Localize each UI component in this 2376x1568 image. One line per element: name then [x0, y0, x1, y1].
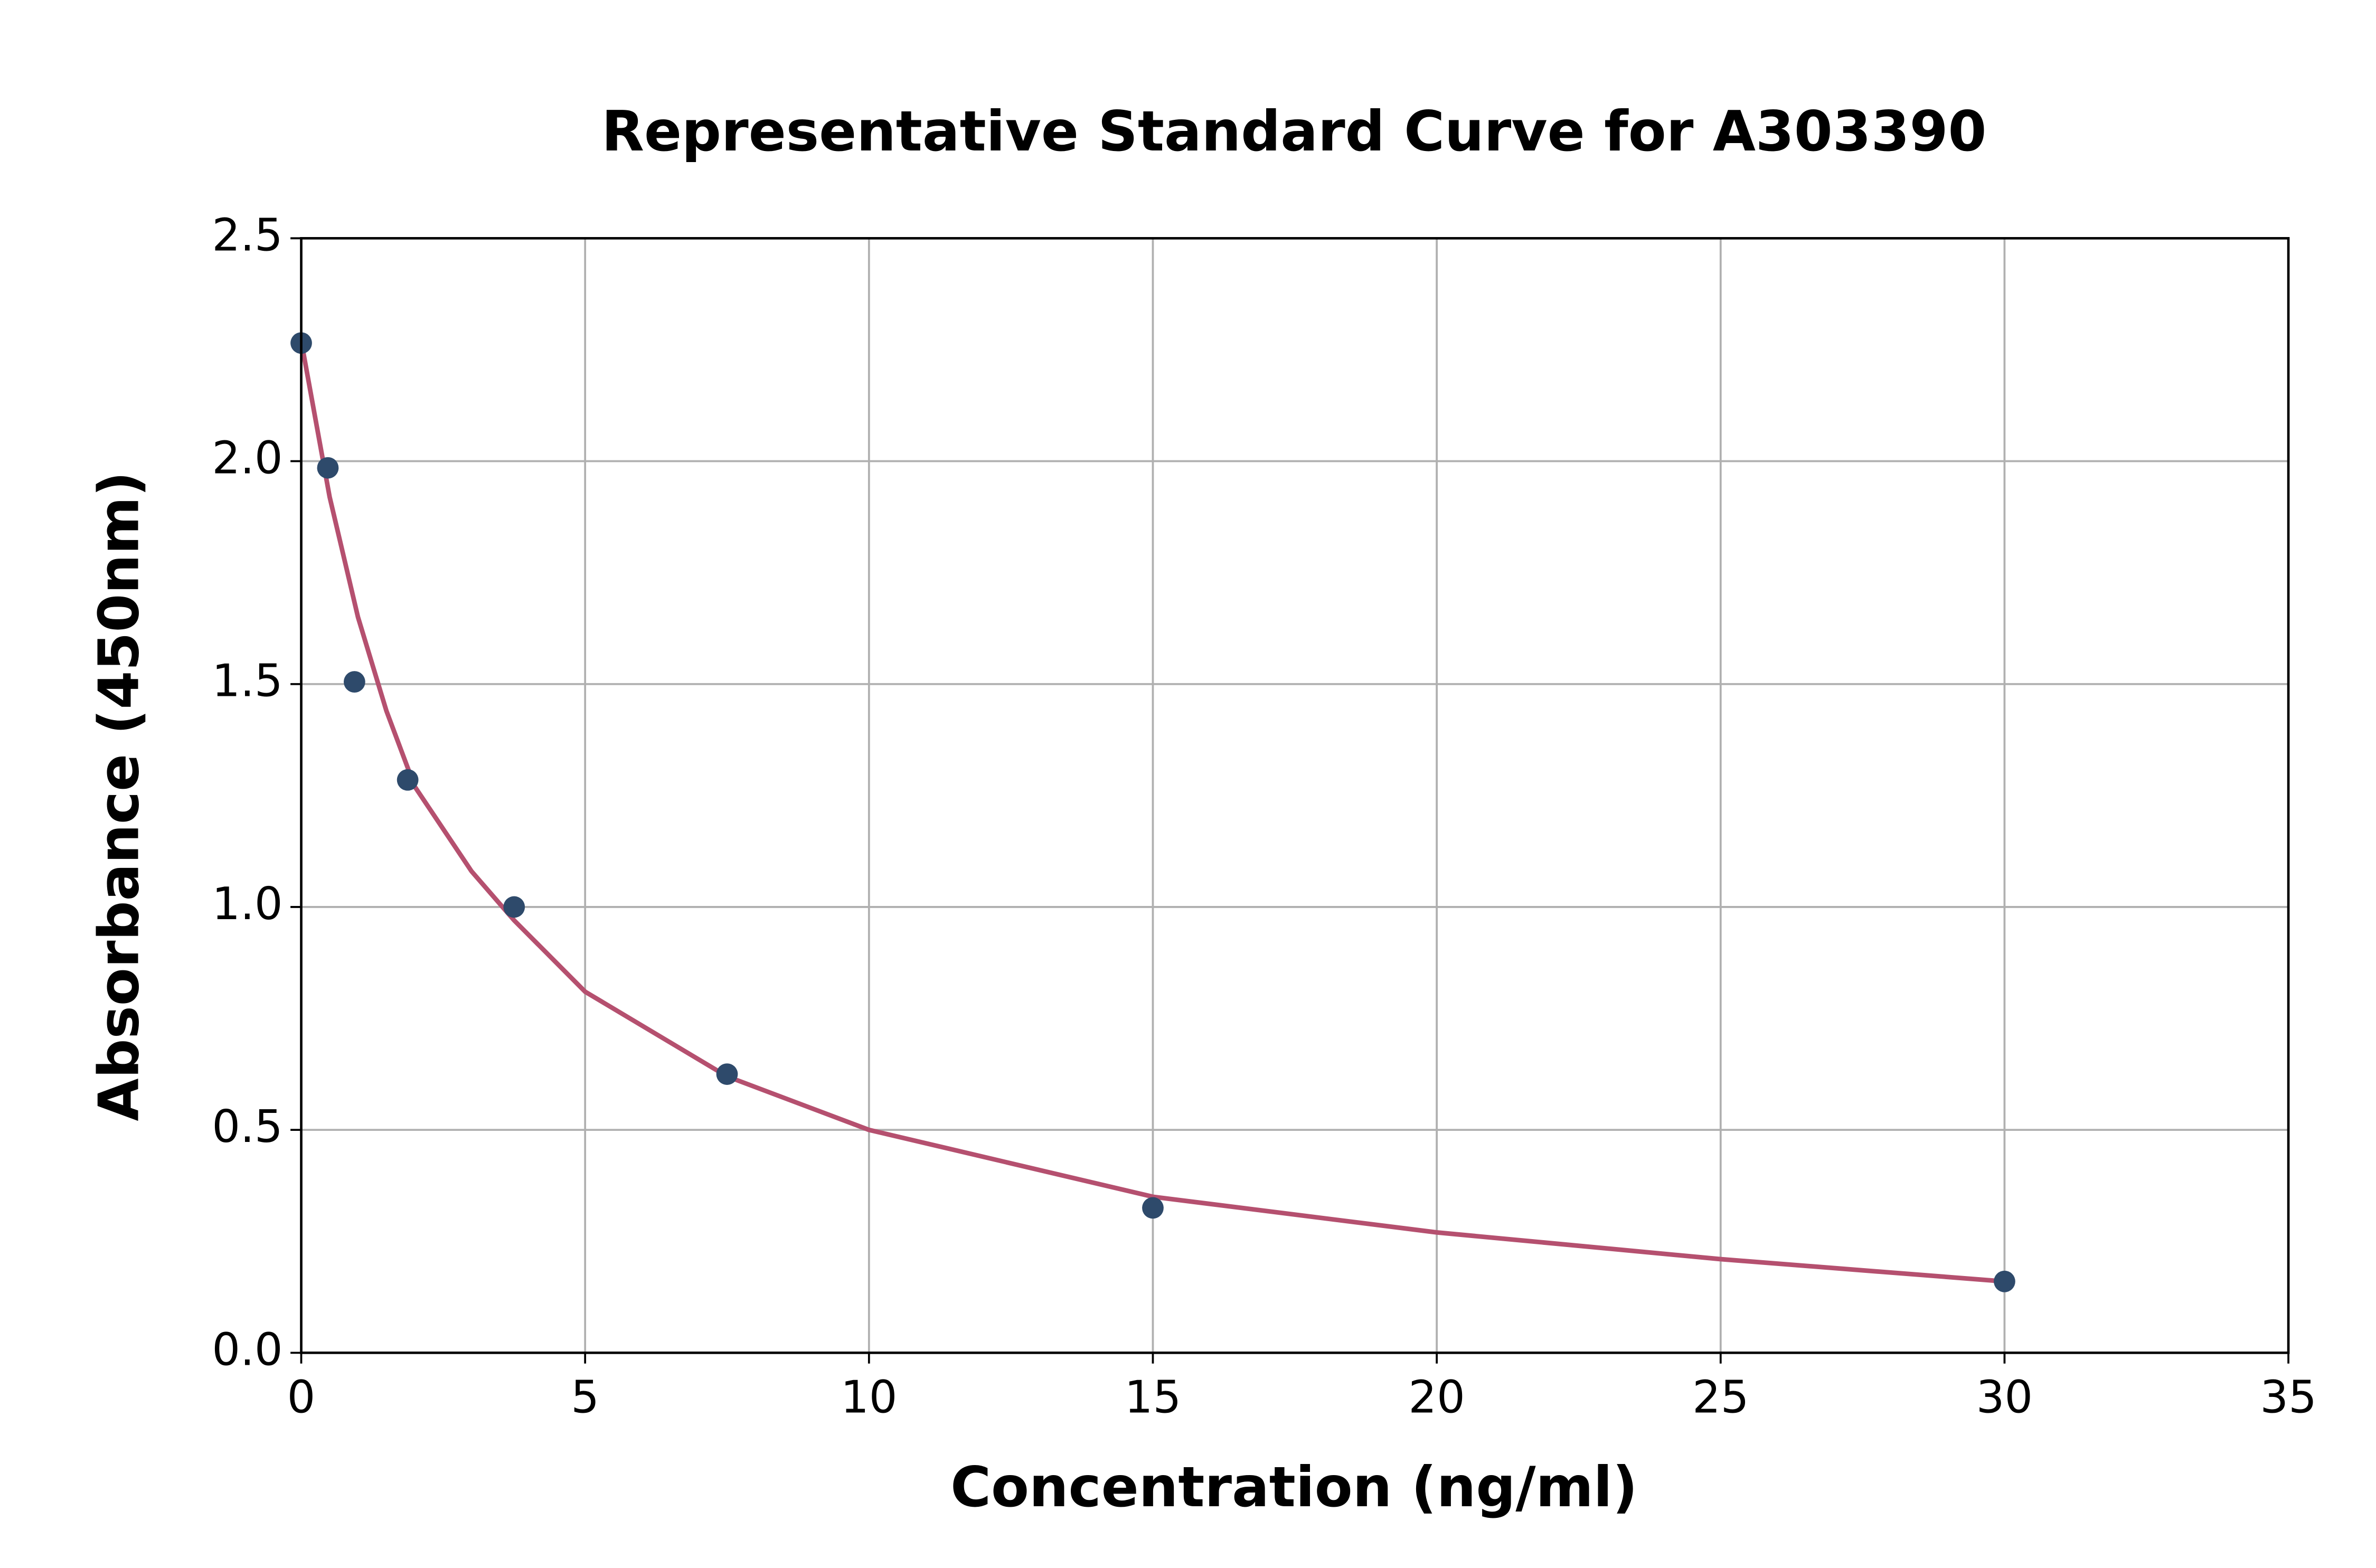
data-point [716, 1063, 738, 1085]
data-point [503, 896, 525, 918]
data-point [1994, 1270, 2015, 1292]
x-tick-label: 35 [2260, 1372, 2316, 1423]
x-tick-label: 20 [1408, 1372, 1465, 1423]
data-point [343, 671, 365, 693]
x-tick-label: 0 [287, 1372, 316, 1423]
x-axis-label: Concentration (ng/ml) [950, 1455, 1638, 1519]
y-axis-label: Absorbance (450nm) [87, 471, 152, 1121]
y-tick-label: 0.0 [212, 1324, 282, 1375]
plot-area [290, 332, 2015, 1292]
y-tick-label: 1.0 [212, 878, 282, 930]
x-tick-label: 30 [1976, 1372, 2033, 1423]
data-point [1142, 1197, 1164, 1219]
x-tick-label: 25 [1692, 1372, 1749, 1423]
y-tick-label: 1.5 [212, 655, 282, 707]
chart-title: Representative Standard Curve for A30339… [601, 99, 1986, 164]
y-tick-label: 2.5 [212, 209, 282, 261]
axes-frame [300, 237, 2290, 1354]
y-tick-label: 0.5 [212, 1101, 282, 1153]
fit-curve [299, 340, 2005, 1284]
data-point [397, 769, 419, 791]
data-point [317, 457, 339, 479]
x-tick-label: 10 [841, 1372, 897, 1423]
y-tick-label: 2.0 [212, 432, 282, 484]
x-tick-label: 15 [1125, 1372, 1181, 1423]
x-tick-label: 5 [571, 1372, 599, 1423]
